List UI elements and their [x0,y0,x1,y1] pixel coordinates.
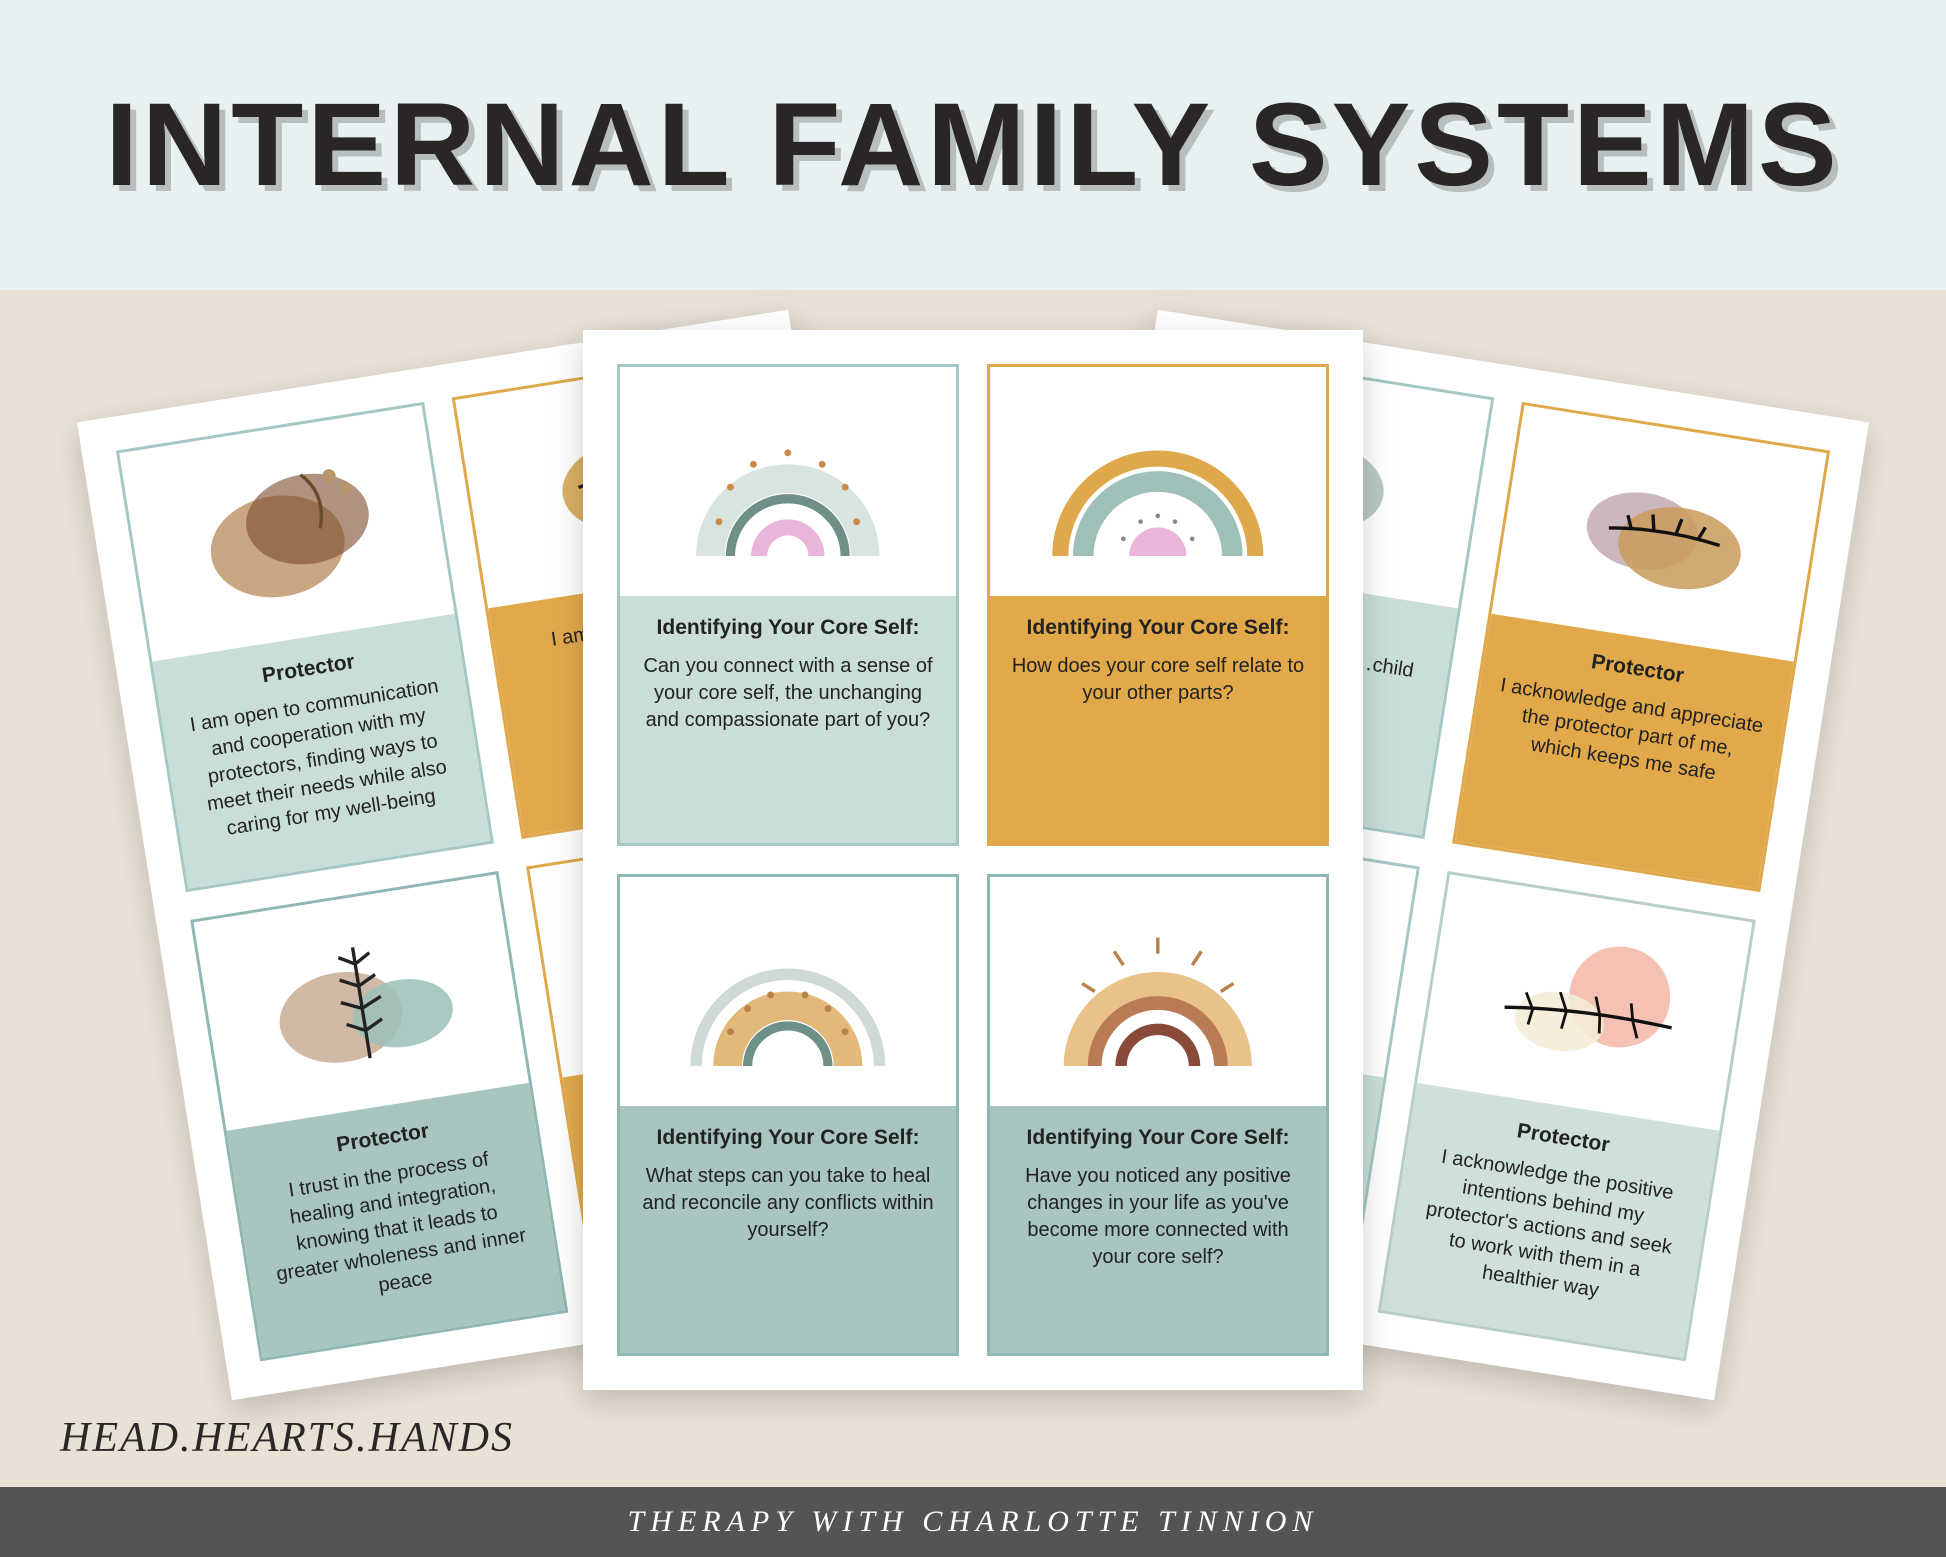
card-center-3: Identifying Your Core Self: Have you not… [987,874,1329,1356]
footer-text: THERAPY WITH CHARLOTTE TINNION [628,1505,1319,1539]
card-heading: Identifying Your Core Self: [640,1124,936,1152]
brand-mark: HEAD.HEARTS.HANDS [60,1414,514,1462]
card-center-0: Identifying Your Core Self: Can you conn… [617,364,959,846]
rainbow-icon [620,877,956,1106]
rainbow-icon [620,367,956,596]
card-center-2: Identifying Your Core Self: What steps c… [617,874,959,1356]
sheet-center: Identifying Your Core Self: Can you conn… [583,330,1363,1390]
card-left-0: Protector I am open to communication and… [116,402,494,892]
card-text: Identifying Your Core Self: Have you not… [990,1106,1326,1353]
card-left-2: Protector I trust in the process of heal… [190,871,568,1361]
footer-band: THERAPY WITH CHARLOTTE TINNION [0,1487,1946,1557]
card-text: Protector I acknowledge the positive int… [1381,1083,1719,1358]
card-body: How does your core self relate to your o… [1010,653,1306,707]
card-text: Protector I trust in the process of heal… [227,1083,565,1358]
card-heading: Identifying Your Core Self: [1010,1124,1306,1152]
card-body: I acknowledge the positive intentions be… [1407,1142,1691,1317]
card-heading: Identifying Your Core Self: [1010,614,1306,642]
card-text: Identifying Your Core Self: What steps c… [620,1106,956,1353]
card-text: Identifying Your Core Self: How does you… [990,596,1326,843]
card-text: Identifying Your Core Self: Can you conn… [620,596,956,843]
card-body: I am open to communication and cooperati… [181,673,465,848]
card-body: I trust in the process of healing and in… [255,1142,539,1317]
card-right-3: Protector I acknowledge the positive int… [1378,871,1756,1361]
card-heading: Identifying Your Core Self: [640,614,936,642]
page-title: INTERNAL FAMILY SYSTEMS [105,77,1841,213]
rainbow-icon [990,367,1326,596]
card-text: Protector I am open to communication and… [152,614,490,889]
card-body: Can you connect with a sense of your cor… [640,653,936,734]
card-right-1: Protector I acknowledge and appreciate t… [1452,402,1830,892]
card-text: Protector I acknowledge and appreciate t… [1455,614,1793,889]
rainbow-icon [990,877,1326,1106]
card-body: What steps can you take to heal and reco… [640,1163,936,1244]
card-center-1: Identifying Your Core Self: How does you… [987,364,1329,846]
card-body: Have you noticed any positive changes in… [1010,1163,1306,1271]
header-band: INTERNAL FAMILY SYSTEMS [0,0,1946,290]
